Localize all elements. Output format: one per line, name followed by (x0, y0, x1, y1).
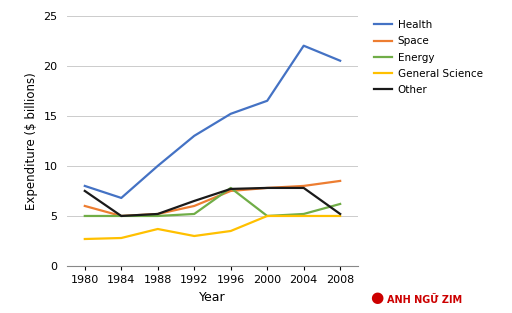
General Science (228, 229, 234, 233)
Health (82, 184, 88, 188)
Space (155, 212, 161, 216)
Health (264, 99, 270, 103)
Text: ●: ● (370, 290, 383, 305)
General Science (82, 237, 88, 241)
Health (337, 59, 343, 63)
Health (301, 44, 307, 48)
General Science (155, 227, 161, 231)
Health (228, 112, 234, 116)
Line: Other: Other (85, 188, 340, 216)
Line: General Science: General Science (85, 216, 340, 239)
Health (118, 196, 124, 200)
Other (337, 212, 343, 216)
Text: ANH NGỮ ZIM: ANH NGỮ ZIM (387, 295, 462, 305)
Health (191, 134, 197, 138)
Energy (191, 212, 197, 216)
X-axis label: Year: Year (199, 291, 226, 304)
Other (118, 214, 124, 218)
General Science (264, 214, 270, 218)
Energy (118, 214, 124, 218)
Other (191, 199, 197, 203)
Other (155, 212, 161, 216)
Space (191, 204, 197, 208)
Energy (82, 214, 88, 218)
General Science (118, 236, 124, 240)
Y-axis label: Expenditure ($ billions): Expenditure ($ billions) (25, 72, 38, 210)
Space (301, 184, 307, 188)
Energy (301, 212, 307, 216)
Other (228, 187, 234, 191)
General Science (337, 214, 343, 218)
Space (337, 179, 343, 183)
Health (155, 164, 161, 168)
Energy (264, 214, 270, 218)
Other (301, 186, 307, 190)
Other (82, 189, 88, 193)
Energy (228, 186, 234, 190)
Other (264, 186, 270, 190)
Line: Health: Health (85, 46, 340, 198)
Energy (155, 214, 161, 218)
Line: Space: Space (85, 181, 340, 216)
Space (118, 214, 124, 218)
Line: Energy: Energy (85, 188, 340, 216)
Energy (337, 202, 343, 206)
Legend: Health, Space, Energy, General Science, Other: Health, Space, Energy, General Science, … (370, 16, 487, 99)
Space (228, 189, 234, 193)
Space (264, 186, 270, 190)
General Science (301, 214, 307, 218)
Space (82, 204, 88, 208)
General Science (191, 234, 197, 238)
